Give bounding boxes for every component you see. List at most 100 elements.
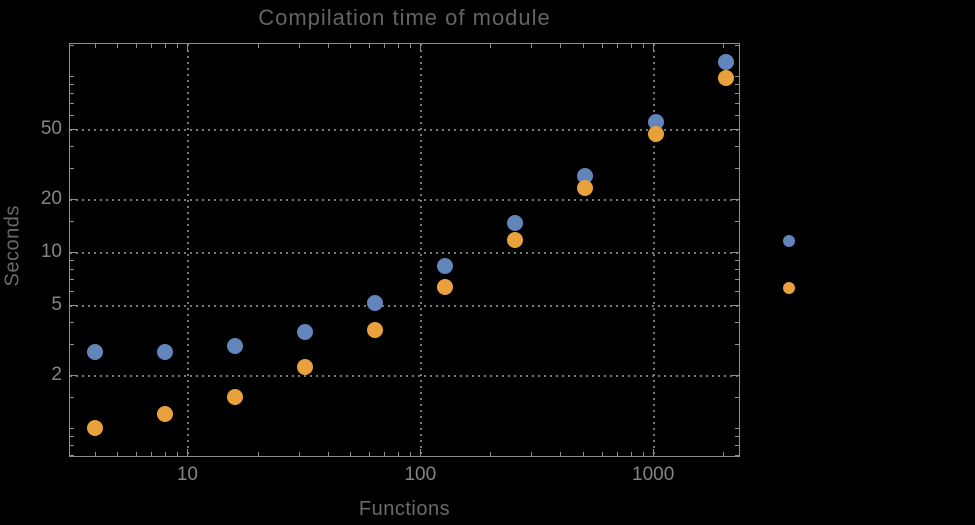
x-tick-bottom-400 bbox=[560, 452, 562, 456]
x-tick-top-400 bbox=[560, 44, 562, 48]
data-point-blue-x8 bbox=[156, 343, 173, 360]
gridline-y-5 bbox=[70, 304, 739, 307]
x-tick-bottom-8 bbox=[164, 452, 166, 456]
x-tick-bottom-2000 bbox=[723, 452, 725, 456]
y-tick-left-100 bbox=[70, 75, 74, 77]
x-tick-label-1000: 1000 bbox=[632, 464, 675, 485]
gridline-y-50 bbox=[70, 128, 739, 131]
x-tick-label-100: 100 bbox=[404, 464, 437, 485]
x-tick-bottom-9 bbox=[176, 452, 178, 456]
y-tick-left-1.5 bbox=[70, 396, 74, 398]
y-tick-right-9 bbox=[735, 259, 739, 261]
x-tick-bottom-7 bbox=[151, 452, 153, 456]
y-tick-right-80 bbox=[735, 93, 739, 94]
y-tick-label-20: 20 bbox=[40, 187, 62, 209]
gridline-x-10 bbox=[187, 44, 190, 456]
y-tick-right-60 bbox=[735, 114, 739, 116]
x-tick-top-70 bbox=[384, 44, 386, 48]
y-tick-left-10 bbox=[70, 251, 77, 253]
y-tick-right-4 bbox=[735, 321, 739, 323]
x-tick-bottom-70 bbox=[384, 452, 386, 456]
y-tick-label-10: 10 bbox=[40, 240, 62, 262]
x-tick-bottom-90 bbox=[409, 452, 411, 456]
x-tick-bottom-600 bbox=[601, 452, 603, 456]
y-tick-left-20 bbox=[70, 198, 77, 200]
y-tick-right-100 bbox=[735, 75, 739, 77]
x-tick-top-700 bbox=[617, 44, 619, 48]
y-tick-right-7 bbox=[735, 278, 739, 280]
x-tick-top-800 bbox=[630, 44, 632, 48]
y-tick-left-1 bbox=[70, 427, 74, 429]
data-point-orange-x512 bbox=[577, 180, 594, 197]
x-tick-bottom-900 bbox=[642, 452, 644, 456]
x-tick-bottom-10 bbox=[187, 449, 189, 456]
x-tick-top-90 bbox=[409, 44, 411, 48]
x-tick-top-10 bbox=[187, 44, 189, 51]
data-point-blue-x256 bbox=[507, 215, 524, 232]
y-tick-left-50 bbox=[70, 128, 77, 130]
data-point-orange-x4 bbox=[86, 419, 103, 436]
x-tick-bottom-20 bbox=[257, 452, 259, 456]
data-point-blue-x4 bbox=[86, 343, 103, 360]
data-point-orange-x256 bbox=[507, 231, 524, 248]
x-tick-bottom-6 bbox=[135, 452, 137, 456]
legend-marker-orange bbox=[783, 282, 795, 294]
gridline-x-100 bbox=[420, 44, 423, 456]
y-tick-right-1 bbox=[735, 427, 739, 429]
x-tick-label-10: 10 bbox=[176, 464, 198, 485]
y-tick-left-2 bbox=[70, 374, 77, 376]
data-point-orange-x8 bbox=[156, 405, 173, 422]
x-tick-top-5 bbox=[117, 44, 119, 48]
x-tick-bottom-800 bbox=[630, 452, 632, 456]
y-tick-right-40 bbox=[735, 145, 739, 147]
data-point-blue-x1024 bbox=[647, 113, 664, 130]
x-tick-top-60 bbox=[368, 44, 370, 48]
y-tick-right-150 bbox=[735, 45, 739, 46]
y-tick-right-0.9 bbox=[735, 435, 739, 437]
data-point-orange-x1024 bbox=[647, 125, 664, 142]
gridline-y-2 bbox=[70, 374, 739, 377]
plot-frame bbox=[69, 43, 740, 457]
data-point-orange-x32 bbox=[297, 359, 314, 376]
y-tick-left-6 bbox=[70, 290, 74, 292]
y-tick-right-2 bbox=[732, 374, 739, 376]
data-point-blue-x64 bbox=[367, 295, 384, 312]
x-tick-bottom-700 bbox=[617, 452, 619, 456]
y-tick-label-50: 50 bbox=[40, 117, 62, 139]
x-tick-top-300 bbox=[531, 44, 533, 48]
y-tick-left-90 bbox=[70, 84, 74, 85]
y-tick-left-0.7 bbox=[70, 454, 74, 456]
y-tick-left-0.9 bbox=[70, 435, 74, 437]
x-tick-bottom-60 bbox=[368, 452, 370, 456]
y-tick-right-90 bbox=[735, 84, 739, 85]
y-tick-left-70 bbox=[70, 103, 74, 105]
y-tick-left-9 bbox=[70, 259, 74, 261]
data-point-blue-x2048 bbox=[717, 54, 734, 71]
x-tick-top-50 bbox=[350, 44, 352, 48]
x-tick-top-40 bbox=[327, 44, 329, 48]
legend-marker-blue bbox=[783, 235, 795, 247]
data-point-orange-x128 bbox=[437, 279, 454, 296]
x-tick-top-900 bbox=[642, 44, 644, 48]
y-tick-right-20 bbox=[732, 198, 739, 200]
y-tick-right-5 bbox=[732, 304, 739, 306]
x-tick-bottom-200 bbox=[490, 452, 492, 456]
y-tick-left-7 bbox=[70, 278, 74, 280]
x-tick-top-4 bbox=[94, 44, 96, 48]
y-tick-right-70 bbox=[735, 103, 739, 105]
y-tick-right-6 bbox=[735, 290, 739, 292]
y-tick-label-5: 5 bbox=[51, 293, 62, 315]
data-point-blue-x128 bbox=[437, 257, 454, 274]
data-point-blue-x16 bbox=[226, 338, 243, 355]
x-tick-bottom-500 bbox=[583, 452, 585, 456]
y-tick-left-60 bbox=[70, 114, 74, 116]
x-tick-top-500 bbox=[583, 44, 585, 48]
y-tick-left-3 bbox=[70, 343, 74, 345]
x-tick-bottom-40 bbox=[327, 452, 329, 456]
y-tick-left-15 bbox=[70, 220, 74, 222]
y-tick-right-0.8 bbox=[735, 444, 739, 446]
x-tick-top-1000 bbox=[653, 44, 655, 51]
x-tick-top-2000 bbox=[723, 44, 725, 48]
x-tick-bottom-30 bbox=[298, 452, 300, 456]
y-tick-right-0.7 bbox=[735, 454, 739, 456]
